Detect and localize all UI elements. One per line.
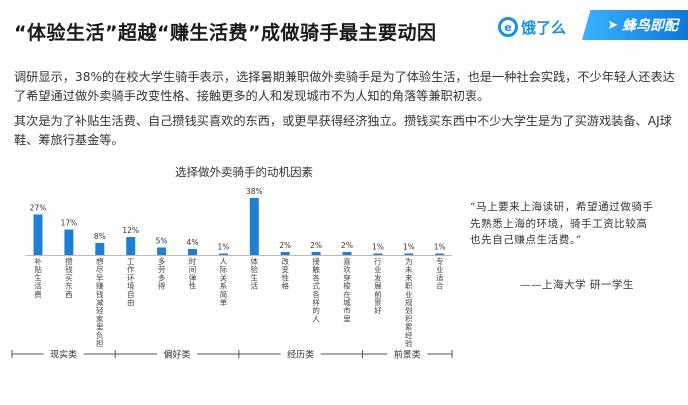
bar-6 [218, 253, 228, 255]
category-label-1: 攒钱买东西 [65, 256, 73, 299]
paragraph-2: 其次是为了补贴生活费、自己攒钱买喜欢的东西，或更早获得经济独立。攒钱买东西中不少… [14, 114, 672, 147]
bar-value-label-1: 17% [61, 219, 78, 228]
category-label-13: 专业适合 [436, 256, 444, 291]
bird-icon: ➤ [607, 17, 618, 33]
bar-4 [157, 247, 167, 255]
fengniao-logo: ➤ 蜂鸟即配 [582, 10, 688, 40]
page-title: “体验生活”超越“赚生活费”成做骑手最主要动因 [14, 22, 437, 44]
paragraph-1: 调研显示，38%的在校大学生骑手表示，选择暑期兼职做外卖骑手是为了体验生活，也是… [14, 70, 675, 103]
category-label-0: 补贴生活费 [34, 256, 42, 299]
category-label-12: 为未来职业规划积累经验 [405, 256, 413, 348]
bar-value-label-0: 27% [30, 204, 47, 213]
group-label-bg-3 [387, 347, 428, 361]
group-label-2: 经历类 [287, 349, 314, 361]
group-label-bg-2 [280, 347, 321, 361]
bar-10 [342, 252, 352, 255]
category-label-11: 行业发展前景好 [374, 256, 382, 315]
bar-2 [95, 243, 105, 255]
category-label-8: 改变性格 [281, 256, 289, 291]
bar-5 [188, 249, 197, 255]
bar-value-label-3: 12% [122, 226, 139, 235]
group-label-3: 前景类 [394, 349, 421, 361]
quote-source: ——上海大学 研一学生 [520, 279, 634, 291]
bar-13 [435, 253, 445, 255]
bar-value-label-4: 5% [156, 237, 168, 246]
bar-value-label-8: 2% [279, 241, 291, 250]
bar-value-label-11: 1% [372, 243, 384, 252]
category-label-2: 想尽早赚钱减轻家里负担 [96, 256, 104, 348]
bar-8 [280, 252, 290, 255]
eleme-logo: e 饿了么 [498, 16, 566, 38]
bar-9 [311, 252, 321, 255]
bar-value-label-6: 1% [217, 243, 229, 252]
category-label-3: 工作环境自由 [127, 257, 135, 307]
category-label-6: 人际关系简单 [220, 257, 228, 307]
category-label-5: 时间弹性 [189, 256, 197, 291]
eleme-e-icon: e [498, 17, 518, 37]
group-label-bg-1 [157, 347, 198, 361]
group-label-bg-0 [43, 347, 84, 361]
eleme-logo-text: 饿了么 [521, 18, 567, 37]
bar-3 [126, 237, 136, 255]
group-label-1: 偏好类 [164, 349, 191, 361]
bar-12 [404, 253, 414, 255]
category-label-7: 体验生活 [251, 256, 259, 291]
bar-11 [373, 253, 383, 255]
category-label-9: 接触各式各样的人 [312, 256, 320, 323]
bar-value-label-10: 2% [341, 241, 353, 250]
motivation-bar-chart: 选择做外卖骑手的动机因素 27% 补贴生活费 17% 攒钱买东西 8% 想尽早赚钱减轻家里负… [11, 165, 453, 361]
quote-text: “马上要来上海读研，希望通过做骑手先熟悉上海的环境，骑手工资比较高也先自己赚点生… [470, 201, 654, 246]
bar-value-label-12: 1% [403, 243, 415, 252]
fengniao-logo-text: 蜂鸟即配 [622, 18, 678, 34]
category-label-10: 喜欢穿梭在城市里 [343, 256, 351, 323]
bar-0 [33, 214, 43, 255]
bar-value-label-5: 4% [187, 238, 199, 247]
bar-1 [64, 229, 74, 255]
bar-value-label-2: 8% [94, 232, 106, 241]
group-label-0: 现实类 [50, 349, 77, 361]
chart-title: 选择做外卖骑手的动机因素 [175, 165, 313, 179]
category-label-4: 多劳多得 [158, 256, 166, 291]
bar-7 [249, 198, 259, 255]
bar-value-label-13: 1% [434, 243, 446, 252]
bar-value-label-7: 38% [246, 187, 263, 196]
bar-value-label-9: 2% [310, 241, 322, 250]
